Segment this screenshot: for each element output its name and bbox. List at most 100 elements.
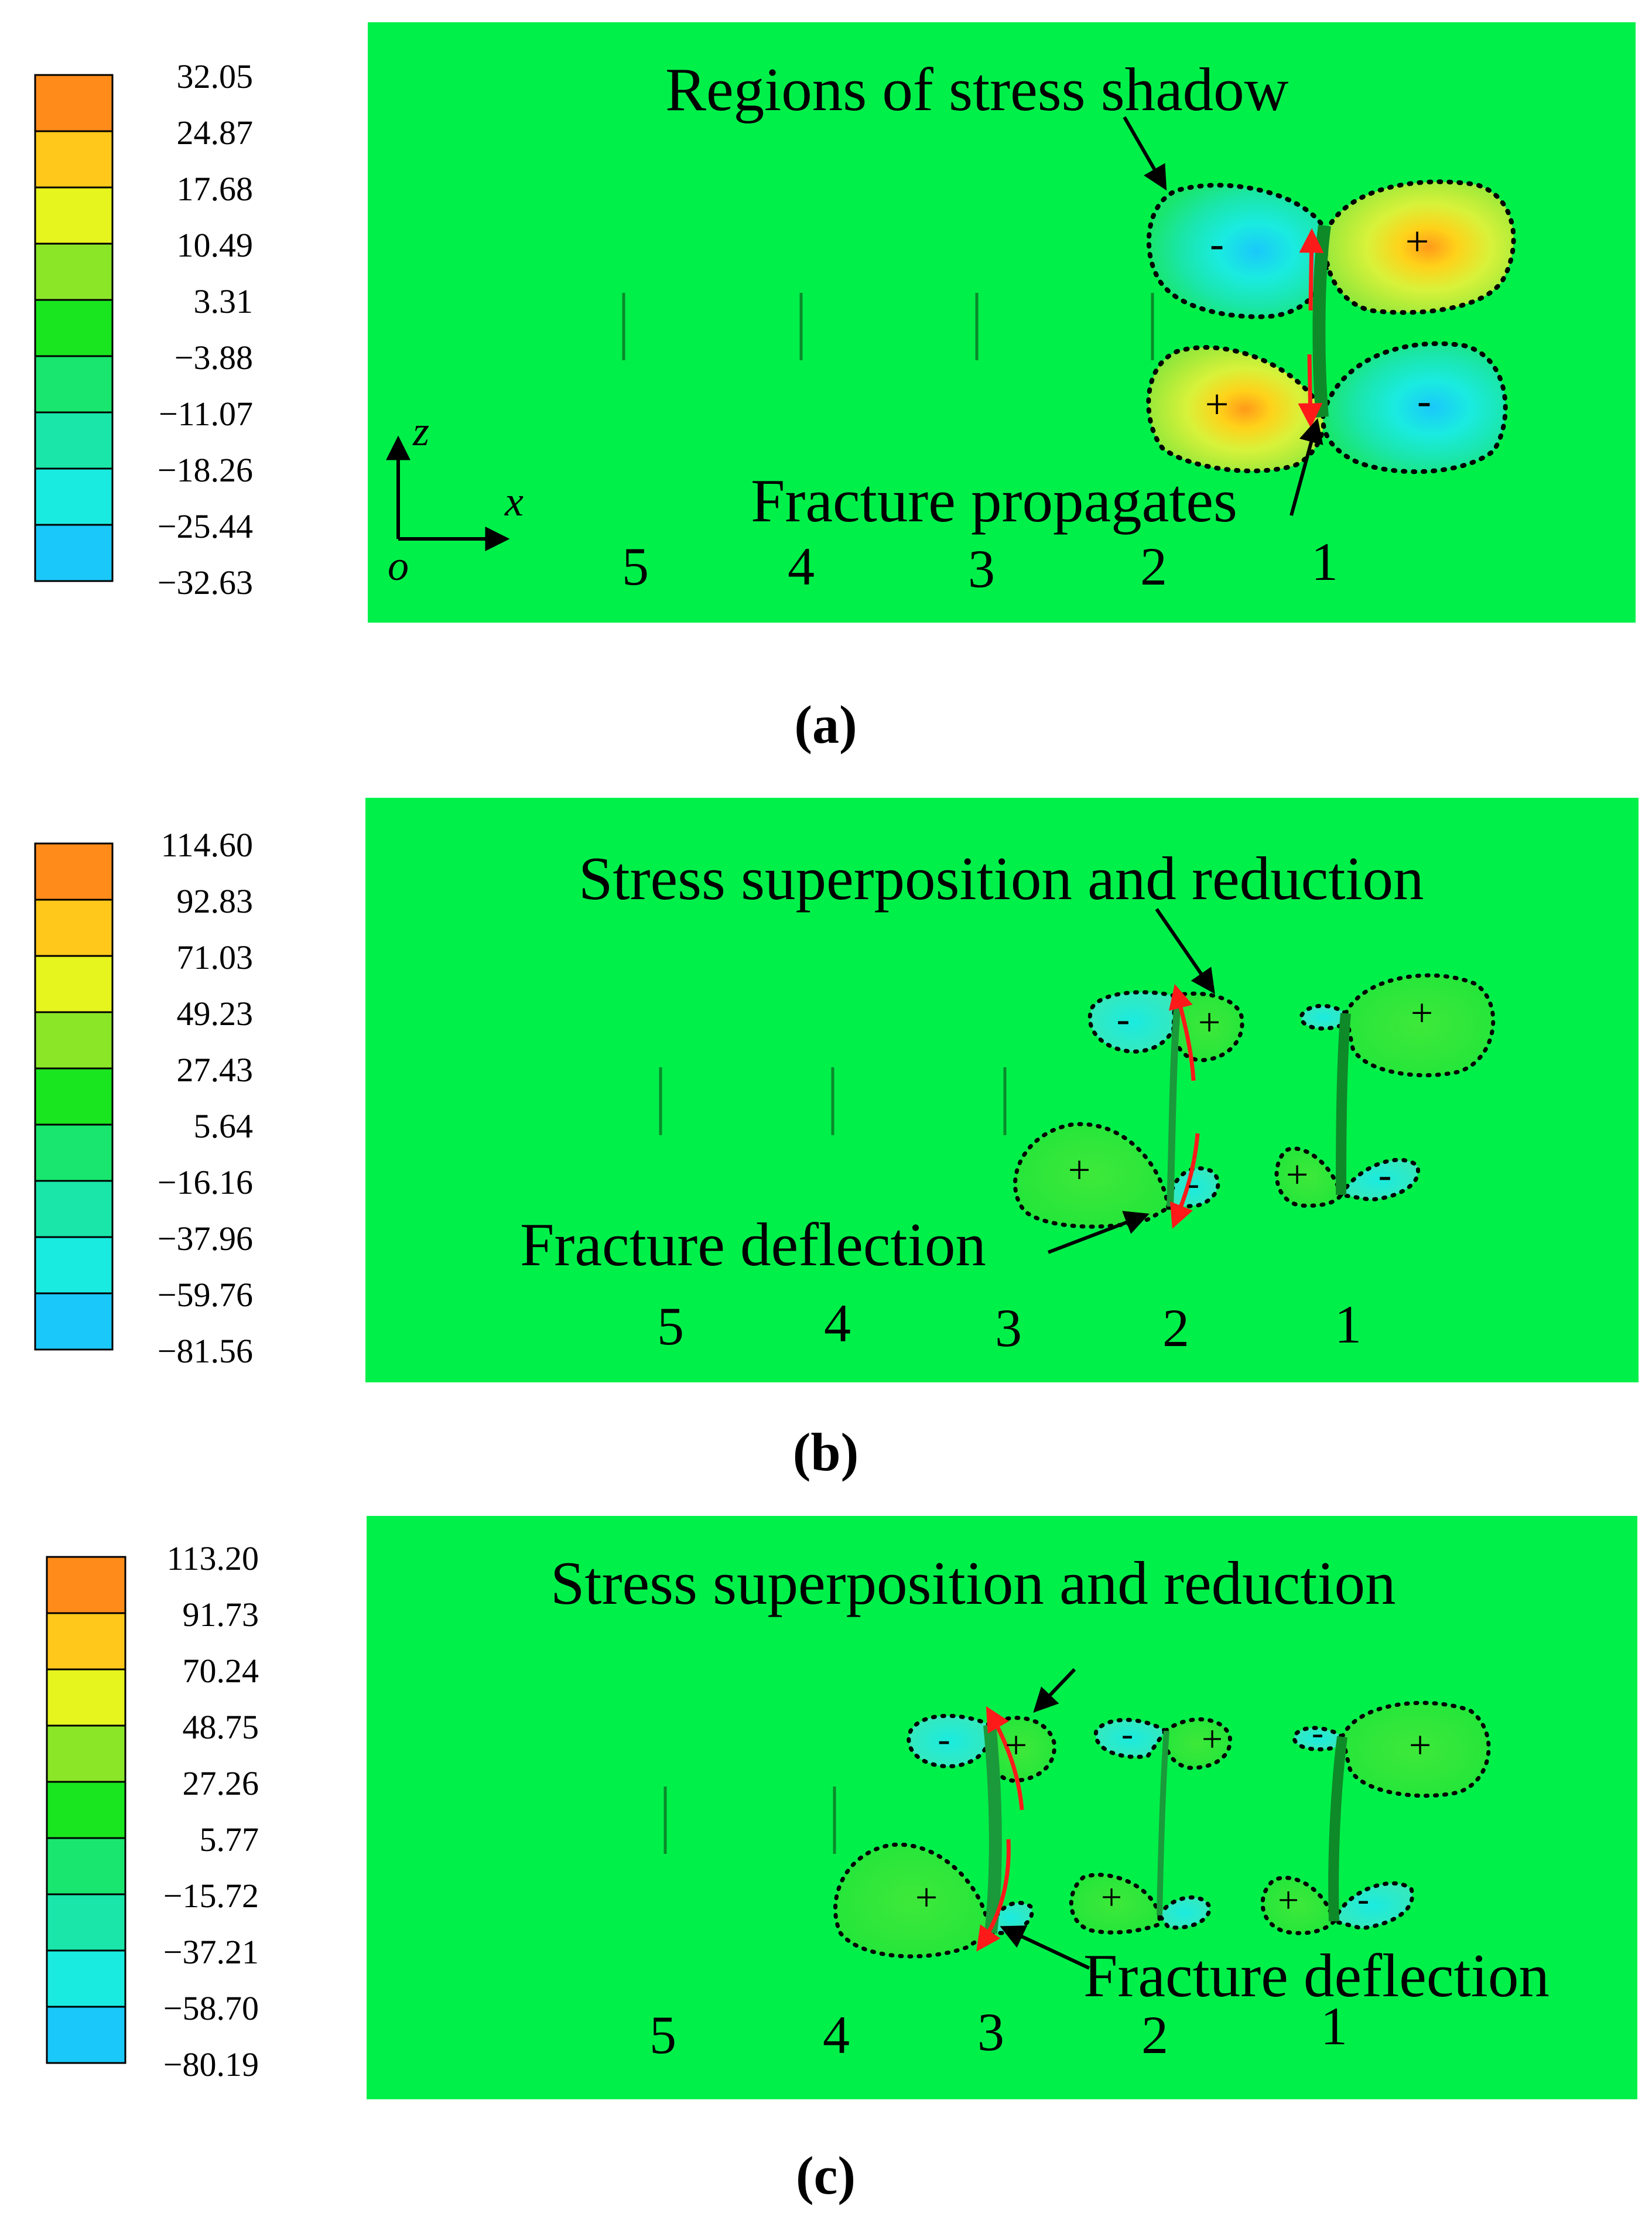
- stress-lobe-negative: [1299, 1003, 1349, 1031]
- legend-c-value: 70.24: [183, 1652, 259, 1690]
- fracture-label: 2: [1140, 537, 1167, 596]
- legend-c-swatch-3: [46, 1668, 126, 1727]
- legend-c-value: 27.26: [183, 1764, 259, 1802]
- sign-label: -: [1312, 1713, 1323, 1752]
- legend-b-swatch-9: [34, 1292, 114, 1351]
- sign-label: +: [1411, 990, 1433, 1035]
- deflection-arrow-up: [986, 1706, 1024, 1811]
- legend-b-value: −16.16: [158, 1163, 253, 1201]
- sign-label: -: [1121, 1714, 1133, 1753]
- sign-label: +: [1005, 1723, 1027, 1767]
- panel-caption: (c): [796, 2146, 856, 2205]
- deflection-arrow-down: [976, 1839, 1011, 1952]
- fracture-label: 3: [977, 2002, 1004, 2062]
- legend-c-swatch-7: [46, 1893, 126, 1952]
- annotation-arrow: [1123, 116, 1167, 191]
- stress-lobe-negative: [1292, 1726, 1345, 1752]
- panel-caption: (b): [793, 1422, 859, 1482]
- legend-b: 114.60 92.83 71.03 49.23 27.43 5.64 −16.…: [34, 826, 254, 1370]
- legend-b-swatch-3: [34, 955, 114, 1013]
- legend-c-swatch-4: [46, 1724, 126, 1783]
- legend-c-value: −15.72: [163, 1877, 259, 1915]
- legend-a-swatch-5: [34, 299, 114, 357]
- legend-a-swatch-7: [34, 411, 114, 470]
- coordinate-axes: z x o: [386, 408, 524, 589]
- stress-lobe-negative: [1146, 183, 1331, 319]
- fracture-label: 3: [995, 1298, 1022, 1358]
- legend-a-swatch-2: [34, 130, 114, 189]
- legend-b-swatch-6: [34, 1123, 114, 1182]
- legend-c-swatch-8: [46, 1949, 126, 2008]
- legend-b-swatch-7: [34, 1180, 114, 1238]
- legend-a-value: 17.68: [177, 170, 254, 208]
- annotation-arrow: [1047, 1211, 1150, 1254]
- sign-label: -: [1117, 996, 1130, 1041]
- stress-field-b: [365, 798, 1639, 1382]
- fracture-label: 2: [1162, 1298, 1189, 1358]
- stress-lobe-negative: [1331, 1881, 1414, 1931]
- panel-caption: (a): [794, 695, 857, 754]
- legend-c-value: −37.21: [163, 1933, 259, 1971]
- legend-b-value: 49.23: [177, 995, 254, 1033]
- deflection-arrow-up: [1168, 983, 1196, 1081]
- fracture-label: 4: [824, 1293, 851, 1353]
- legend-a-swatch-9: [34, 524, 114, 582]
- sign-label: +: [1198, 1000, 1220, 1044]
- fracture-traces-a: [622, 293, 1154, 360]
- fracture-1-trace: [1336, 1013, 1351, 1196]
- stress-lobe-positive: [1163, 1717, 1232, 1770]
- legend-a-value: −25.44: [158, 507, 253, 545]
- sign-label: +: [1278, 1879, 1299, 1921]
- annotation-arrow: [1033, 1668, 1076, 1713]
- panel-b: 114.60 92.83 71.03 49.23 27.43 5.64 −16.…: [34, 798, 1639, 1482]
- stress-lobes-a: [1146, 179, 1516, 474]
- stress-lobe-negative: [907, 1713, 992, 1769]
- sign-label: -: [1417, 377, 1431, 424]
- stress-lobe-negative: [1157, 1895, 1212, 1930]
- legend-b-value: −37.96: [158, 1220, 253, 1258]
- sign-label: -: [1379, 1152, 1392, 1197]
- fracture-3-trace: [983, 1724, 1002, 1934]
- legend-b-value: 92.83: [177, 882, 254, 920]
- panel-c: 113.20 91.73 70.24 48.75 27.26 5.77 −15.…: [46, 1516, 1637, 2205]
- stress-lobe-positive: [1340, 1700, 1491, 1798]
- fracture-label: 5: [622, 537, 649, 596]
- annotation-stress-superposition: Stress superposition and reduction: [550, 1549, 1396, 1617]
- fracture-label: 4: [823, 2005, 850, 2065]
- fracture-label: 1: [1335, 1294, 1362, 1354]
- legend-c-value: 5.77: [200, 1820, 259, 1859]
- stress-lobe-positive: [1013, 1122, 1171, 1229]
- stress-lobe-negative: [1338, 1157, 1420, 1202]
- legend-a-value: 32.05: [177, 57, 254, 95]
- legend-b-value: 71.03: [177, 938, 254, 976]
- sign-label: -: [1357, 1880, 1369, 1918]
- legend-b-swatch-8: [34, 1236, 114, 1294]
- legend-a-value: 10.49: [177, 226, 254, 264]
- legend-c-swatch-9: [46, 2006, 126, 2064]
- stress-lobe-positive: [1343, 973, 1496, 1078]
- stress-lobe-positive: [1322, 179, 1516, 315]
- sign-label: +: [1202, 1718, 1223, 1760]
- legend-a-swatch-8: [34, 467, 114, 526]
- legend-b-value: 27.43: [177, 1051, 254, 1089]
- legend-a-value: −3.88: [175, 339, 253, 377]
- fracture-2-trace: [1167, 995, 1182, 1207]
- legend-a-value: 3.31: [194, 282, 254, 320]
- legend-b-value: 114.60: [161, 826, 253, 864]
- fracture-label: 2: [1141, 2005, 1168, 2065]
- legend-a: 32.05 24.87 17.68 10.49 3.31 −3.88 −11.0…: [34, 57, 254, 602]
- legend-b-value: −59.76: [158, 1276, 253, 1314]
- legend-c-swatch-6: [46, 1837, 126, 1895]
- annotation-arrow: [1000, 1925, 1090, 1970]
- propagation-arrow-up: [1299, 228, 1324, 311]
- sign-label: +: [915, 1875, 938, 1919]
- sign-label: -: [1210, 220, 1224, 267]
- legend-a-swatch-1: [34, 74, 114, 132]
- sign-label: +: [1286, 1152, 1308, 1197]
- legend-c-value: 48.75: [183, 1708, 259, 1746]
- sign-label: -: [938, 1718, 950, 1760]
- legend-c-value: 113.20: [167, 1539, 259, 1577]
- fracture-2-trace: [1157, 1730, 1169, 1916]
- legend-b-swatch-5: [34, 1067, 114, 1126]
- stress-field-a: [368, 22, 1636, 623]
